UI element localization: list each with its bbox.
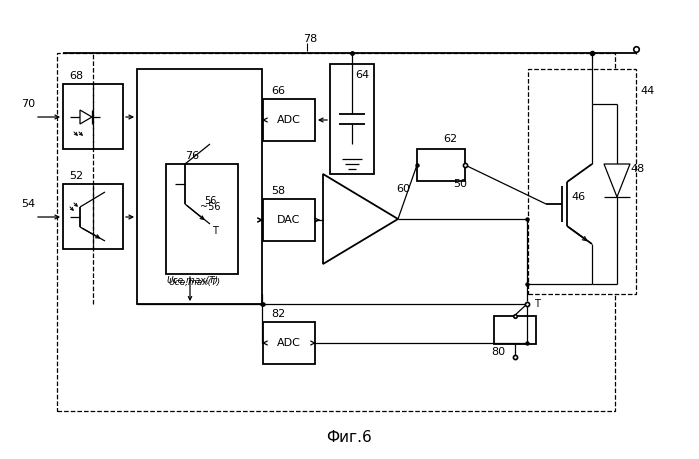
Text: 60: 60 (396, 184, 410, 194)
Text: 64: 64 (355, 70, 369, 80)
Bar (330, 64, 374, 174)
Text: 82: 82 (271, 309, 285, 319)
Text: 70: 70 (21, 99, 35, 109)
Bar (494, 316, 536, 344)
Text: 48: 48 (631, 164, 645, 174)
Text: 80: 80 (491, 347, 505, 357)
Text: 58: 58 (271, 186, 285, 196)
Bar (137, 69, 262, 304)
Text: ~56: ~56 (200, 202, 220, 212)
Text: T: T (534, 299, 540, 309)
Text: 46: 46 (571, 192, 585, 202)
Text: Uce,max(T): Uce,max(T) (166, 276, 218, 285)
Text: 68: 68 (69, 71, 83, 81)
Bar (417, 149, 465, 181)
Bar (528, 69, 636, 294)
Text: 52: 52 (69, 171, 83, 181)
Bar (63, 84, 123, 149)
Bar (63, 184, 123, 249)
Text: T: T (212, 226, 218, 236)
Bar (263, 322, 315, 364)
Text: ADC: ADC (277, 338, 301, 348)
Text: 66: 66 (271, 86, 285, 96)
Polygon shape (604, 164, 630, 197)
Text: ADC: ADC (277, 115, 301, 125)
Bar (57, 53, 615, 411)
Text: Фиг.6: Фиг.6 (326, 430, 372, 444)
Text: 50: 50 (453, 179, 467, 189)
Text: Uce,max(T): Uce,max(T) (168, 278, 220, 286)
Bar (166, 164, 238, 274)
Text: DAC: DAC (278, 215, 301, 225)
Polygon shape (80, 110, 92, 124)
Bar (263, 99, 315, 141)
Text: 62: 62 (443, 134, 457, 144)
Text: 56: 56 (204, 196, 216, 206)
Text: 54: 54 (21, 199, 35, 209)
Text: 76: 76 (185, 151, 199, 161)
Text: 78: 78 (303, 34, 317, 44)
Text: 44: 44 (641, 86, 655, 96)
Bar (263, 199, 315, 241)
